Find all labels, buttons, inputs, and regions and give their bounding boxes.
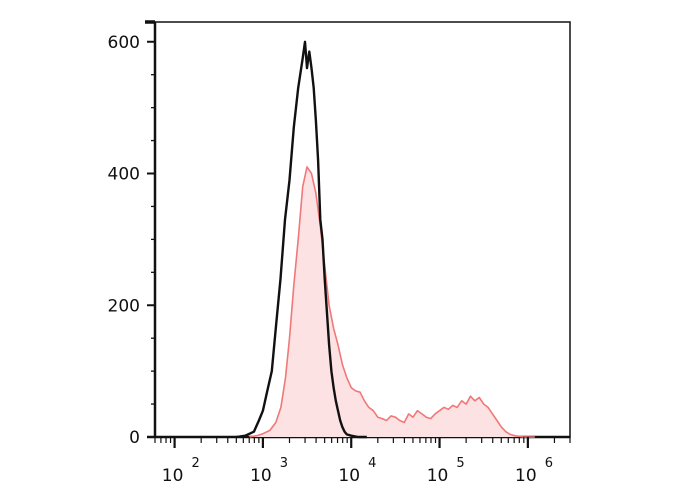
- y-tick-label: 0: [129, 428, 140, 448]
- x-tick-exponent: 6: [545, 456, 553, 471]
- x-tick-label: 10: [338, 466, 360, 486]
- x-tick-exponent: 5: [456, 456, 464, 471]
- x-tick-label: 10: [162, 466, 184, 486]
- plot-area: [154, 21, 571, 438]
- y-axis-ticks: 0 200 400 600: [108, 33, 155, 448]
- series-1-line: [249, 166, 535, 438]
- x-tick-label: 10: [515, 466, 537, 486]
- x-axis-ticks: 10 2 10 3 10 4 10 5 10 6: [154, 437, 571, 486]
- x-tick-exponent: 4: [368, 456, 376, 471]
- x-tick-label: 10: [427, 466, 449, 486]
- y-tick-label: 600: [108, 33, 140, 53]
- series-0-line: [236, 40, 367, 439]
- series-layer: [236, 40, 535, 439]
- y-tick-label: 200: [108, 296, 140, 316]
- x-tick-exponent: 2: [191, 456, 199, 471]
- y-tick-label: 400: [108, 165, 140, 185]
- x-tick-label: 10: [250, 466, 272, 486]
- x-tick-exponent: 3: [280, 456, 288, 471]
